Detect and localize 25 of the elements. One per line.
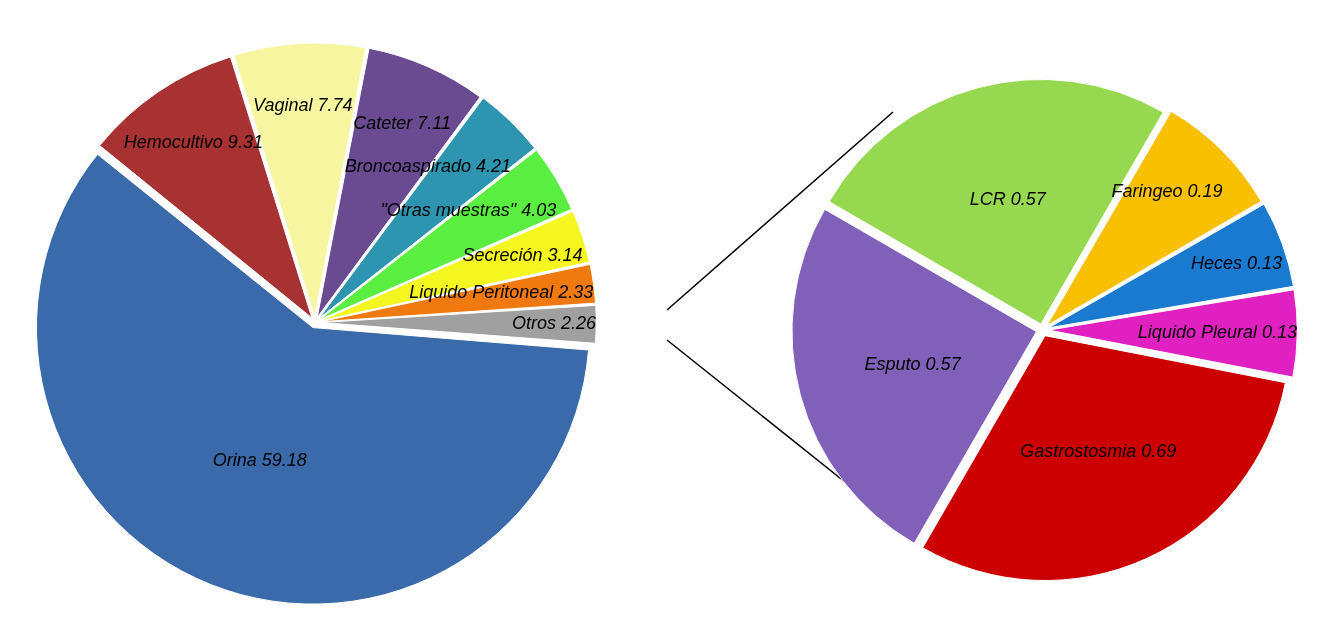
slice-label: Heces: [1190, 252, 1248, 273]
data-label: 0.19: [1187, 180, 1223, 201]
data-label: 4.03: [521, 200, 557, 221]
slice-label: LCR: [969, 189, 1011, 210]
data-label: 0.69: [1141, 441, 1177, 462]
data-label: 0.57: [925, 353, 962, 374]
data-label: 7.11: [417, 112, 451, 133]
data-label: 0.13: [1261, 321, 1297, 342]
data-label: 0.13: [1247, 252, 1283, 273]
slice-label: Orina: [212, 449, 262, 470]
data-label: 2.33: [557, 281, 594, 302]
data-label: 3.14: [547, 245, 583, 266]
slice-label: Vaginal: [253, 95, 318, 116]
slice-label: Otros: [511, 312, 561, 333]
slice-label: Esputo: [864, 353, 926, 374]
data-label: 4.21: [475, 156, 511, 177]
slice-label: Liquido Pleural: [1137, 321, 1262, 342]
slice-label: Secreción: [462, 245, 548, 266]
slice-label: Hemocultivo: [123, 132, 228, 153]
data-label: 7.74: [317, 95, 353, 116]
slice-label: Gastrostosmia: [1020, 441, 1142, 462]
slice-label: Cateter: [353, 112, 418, 133]
data-label: 0.57: [1010, 189, 1047, 210]
data-label: 2.26: [559, 312, 597, 333]
data-label: 59.18: [261, 449, 307, 470]
